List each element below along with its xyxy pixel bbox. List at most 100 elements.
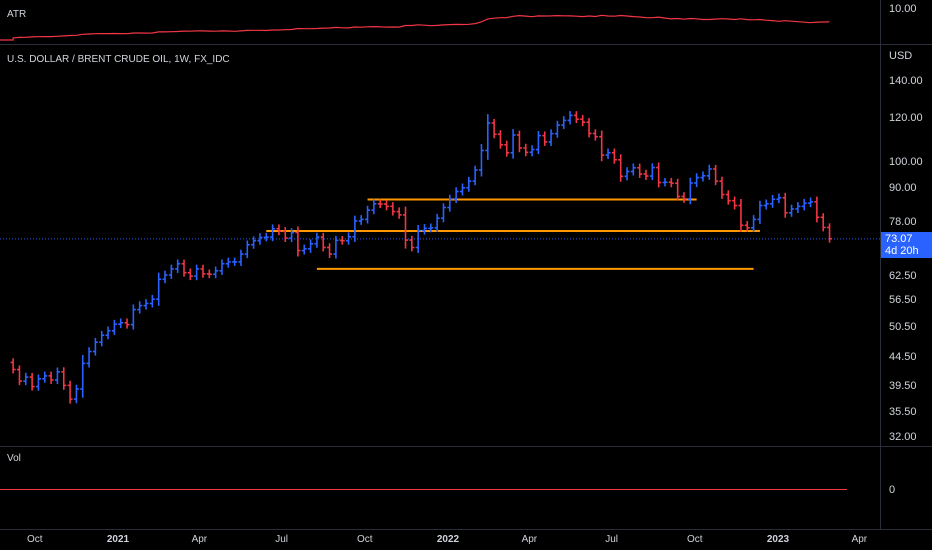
ohlc-bar[interactable]	[554, 120, 560, 138]
ohlc-bar[interactable]	[105, 326, 111, 340]
ohlc-bar[interactable]	[447, 194, 453, 212]
ohlc-bar[interactable]	[86, 347, 92, 368]
ohlc-bar[interactable]	[440, 203, 446, 223]
ohlc-bar[interactable]	[510, 129, 516, 159]
ohlc-bar[interactable]	[194, 264, 200, 281]
ohlc-bar[interactable]	[472, 165, 478, 186]
ohlc-bar[interactable]	[428, 223, 434, 233]
ohlc-bar[interactable]	[130, 304, 136, 330]
ohlc-bar[interactable]	[175, 259, 181, 273]
ohlc-bar[interactable]	[820, 213, 826, 232]
ohlc-bar[interactable]	[529, 145, 535, 157]
ohlc-bar[interactable]	[415, 224, 421, 254]
ohlc-bar[interactable]	[29, 372, 35, 391]
ohlc-bar[interactable]	[181, 259, 187, 277]
ohlc-bar[interactable]	[763, 199, 769, 210]
ohlc-bar[interactable]	[599, 130, 605, 162]
ohlc-bar[interactable]	[23, 372, 29, 386]
ohlc-bar[interactable]	[757, 200, 763, 224]
ohlc-bar[interactable]	[244, 240, 250, 259]
ohlc-bar[interactable]	[624, 167, 630, 181]
ohlc-bar[interactable]	[42, 371, 48, 383]
ohlc-bar[interactable]	[675, 178, 681, 201]
ohlc-bar[interactable]	[54, 367, 60, 385]
ohlc-bar[interactable]	[187, 268, 193, 281]
ohlc-bar[interactable]	[453, 187, 459, 204]
ohlc-bar[interactable]	[314, 232, 320, 248]
ohlc-bar[interactable]	[111, 319, 117, 335]
ohlc-bar[interactable]	[257, 233, 263, 245]
ohlc-bar[interactable]	[238, 249, 244, 266]
ohlc-bar[interactable]	[149, 294, 155, 308]
ohlc-bar[interactable]	[668, 177, 674, 188]
ohlc-bar[interactable]	[485, 114, 491, 160]
ohlc-bar[interactable]	[738, 198, 744, 232]
time-axis[interactable]: Oct 2021 Apr Jul Oct 2022 Apr Jul Oct 2023 Apr	[0, 530, 932, 550]
ohlc-bar[interactable]	[377, 199, 383, 209]
price-pane[interactable]: U.S. DOLLAR / BRENT CRUDE OIL, 1W, FX_ID…	[0, 45, 880, 487]
ohlc-bar[interactable]	[232, 257, 238, 266]
ohlc-bar[interactable]	[719, 176, 725, 199]
ohlc-bar[interactable]	[567, 111, 573, 125]
ohlc-bar[interactable]	[592, 129, 598, 141]
ohlc-bar[interactable]	[289, 228, 295, 243]
ohlc-bar[interactable]	[384, 199, 390, 211]
ohlc-bar[interactable]	[61, 367, 67, 390]
ohlc-bar[interactable]	[403, 206, 409, 249]
ohlc-bar[interactable]	[706, 164, 712, 180]
ohlc-bar[interactable]	[535, 130, 541, 155]
ohlc-bar[interactable]	[713, 164, 719, 186]
ohlc-bar[interactable]	[390, 202, 396, 216]
ohlc-bar[interactable]	[770, 194, 776, 208]
ohlc-bar[interactable]	[352, 215, 358, 242]
ohlc-bar[interactable]	[725, 190, 731, 205]
ohlc-bar[interactable]	[92, 337, 98, 356]
ohlc-bar[interactable]	[643, 169, 649, 180]
ohlc-bar[interactable]	[611, 148, 617, 164]
ohlc-bar[interactable]	[156, 272, 162, 306]
ohlc-bar[interactable]	[339, 236, 345, 245]
ohlc-bar[interactable]	[605, 148, 611, 160]
volume-pane[interactable]: Vol	[0, 447, 880, 529]
ohlc-bar[interactable]	[694, 173, 700, 188]
ohlc-bar[interactable]	[73, 384, 79, 404]
ohlc-bar[interactable]	[118, 318, 124, 329]
ohlc-bar[interactable]	[371, 199, 377, 215]
ohlc-bar[interactable]	[637, 163, 643, 178]
ohlc-bar[interactable]	[466, 176, 472, 192]
ohlc-bar[interactable]	[346, 232, 352, 245]
ohlc-bar[interactable]	[219, 259, 225, 275]
ohlc-bar[interactable]	[168, 264, 174, 280]
ohlc-bar[interactable]	[263, 232, 269, 242]
ohlc-bar[interactable]	[162, 270, 168, 284]
ohlc-bar[interactable]	[396, 207, 402, 219]
ohlc-bar[interactable]	[276, 224, 282, 236]
ohlc-bar[interactable]	[327, 243, 333, 259]
ohlc-bar[interactable]	[421, 224, 427, 235]
ohlc-bar[interactable]	[630, 163, 636, 176]
ohlc-bar[interactable]	[478, 143, 484, 177]
ohlc-bar[interactable]	[459, 183, 465, 196]
ohlc-bar[interactable]	[137, 301, 143, 314]
ohlc-bar[interactable]	[801, 198, 807, 211]
ohlc-bar[interactable]	[732, 196, 738, 210]
ohlc-bar[interactable]	[358, 215, 364, 225]
ohlc-bar[interactable]	[251, 236, 257, 249]
ohlc-bar[interactable]	[516, 130, 522, 153]
ohlc-bar[interactable]	[776, 193, 782, 204]
ohlc-bar[interactable]	[67, 380, 73, 404]
ohlc-bar[interactable]	[782, 192, 788, 218]
ohlc-bar[interactable]	[48, 371, 54, 384]
ohlc-bar[interactable]	[789, 204, 795, 217]
ohlc-bar[interactable]	[491, 118, 497, 139]
ohlc-bar[interactable]	[497, 130, 503, 149]
ohlc-bar[interactable]	[301, 244, 307, 255]
ohlc-bar[interactable]	[200, 264, 206, 278]
ohlc-bar[interactable]	[225, 257, 231, 268]
ohlc-bar[interactable]	[649, 163, 655, 181]
ohlc-bar[interactable]	[10, 358, 16, 374]
ohlc-bar[interactable]	[751, 215, 757, 232]
ohlc-bar[interactable]	[333, 235, 339, 259]
ohlc-bar[interactable]	[700, 171, 706, 182]
ohlc-bar[interactable]	[213, 266, 219, 279]
